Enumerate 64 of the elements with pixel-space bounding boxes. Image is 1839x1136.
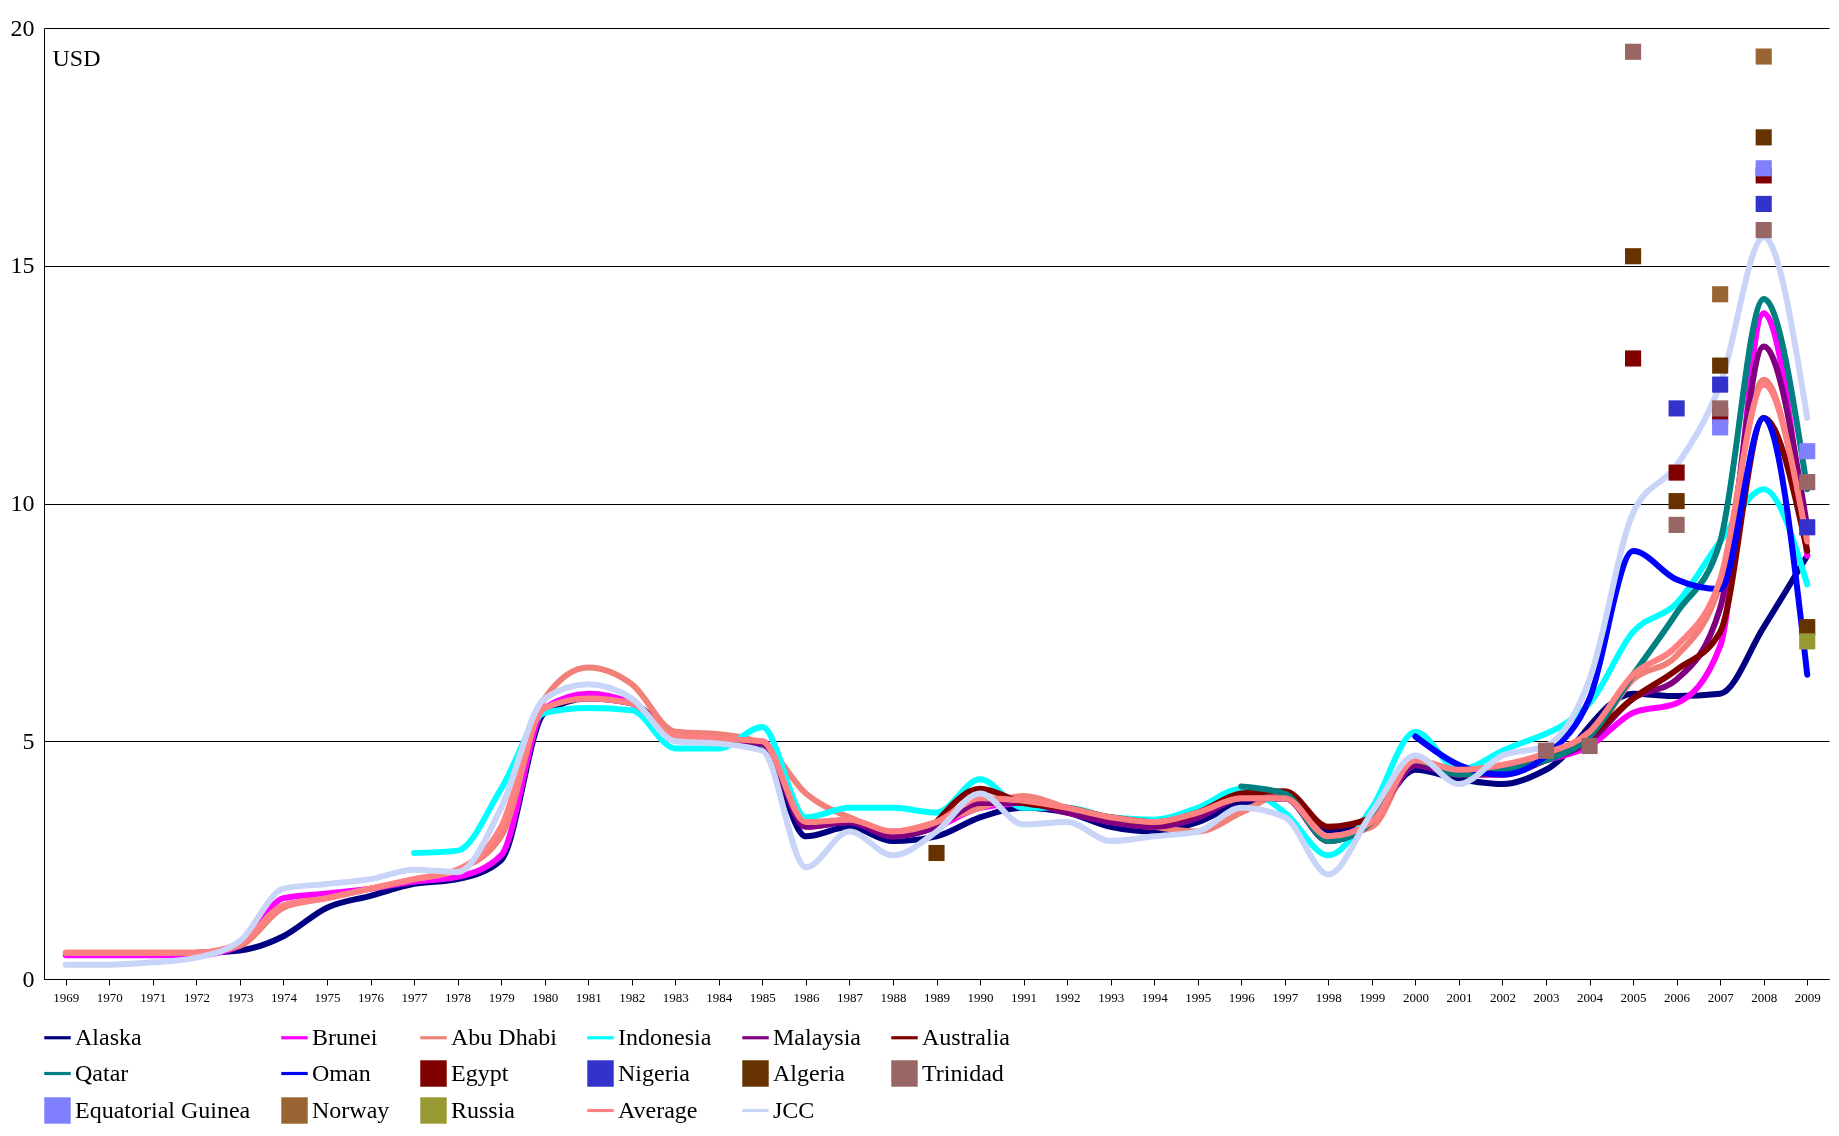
legend-label: Average (618, 1096, 698, 1123)
legend-label: Alaska (75, 1023, 142, 1050)
x-tick-label: 1996 (1228, 989, 1256, 1005)
x-tick-label: 1984 (706, 989, 733, 1005)
legend-label: Equatorial Guinea (75, 1096, 251, 1123)
legend-label: Egypt (451, 1059, 509, 1086)
legend-label: JCC (773, 1096, 815, 1123)
x-tick-label: 1995 (1185, 989, 1212, 1005)
y-axis-title: USD (52, 44, 101, 71)
x-tick-label: 2005 (1620, 989, 1647, 1005)
x-tick-label: 1970 (96, 989, 123, 1005)
x-tick-label: 1997 (1272, 989, 1299, 1005)
x-tick-label: 2004 (1577, 989, 1604, 1005)
x-tick-label: 2006 (1664, 989, 1691, 1005)
x-tick-label: 2009 (1794, 989, 1821, 1005)
x-tick-label: 1974 (270, 989, 298, 1005)
x-tick-label: 1987 (836, 989, 864, 1005)
y-tick-label: 10 (10, 490, 35, 516)
x-tick-label: 2008 (1751, 989, 1778, 1005)
x-tick-label: 1988 (880, 989, 907, 1005)
x-tick-label: 1998 (1315, 989, 1342, 1005)
y-tick-label: 15 (10, 252, 35, 279)
y-tick-label: 0 (22, 965, 35, 992)
legend-label: Qatar (75, 1059, 129, 1086)
x-tick-label: 1991 (1011, 989, 1038, 1005)
legend-label: Malaysia (773, 1023, 862, 1050)
x-tick-label: 2002 (1489, 989, 1516, 1005)
legend-label: Indonesia (618, 1023, 712, 1050)
x-tick-label: 1992 (1054, 989, 1081, 1005)
x-tick-label: 1981 (575, 989, 602, 1005)
x-tick-label: 1979 (488, 989, 515, 1005)
x-tick-label: 1994 (1141, 989, 1169, 1005)
x-tick-label: 1999 (1359, 989, 1386, 1005)
x-tick-label: 1969 (53, 989, 80, 1005)
legend-label: Abu Dhabi (451, 1023, 558, 1050)
x-tick-label: 2001 (1446, 989, 1473, 1005)
legend-label: Oman (312, 1059, 371, 1086)
x-tick-label: 1977 (401, 989, 429, 1005)
x-tick-label: 1971 (140, 989, 167, 1005)
x-tick-label: 1982 (619, 989, 646, 1005)
x-tick-label: 1973 (227, 989, 254, 1005)
x-tick-label: 1978 (445, 989, 472, 1005)
x-tick-label: 1986 (793, 989, 820, 1005)
x-tick-label: 1990 (967, 989, 994, 1005)
x-tick-label: 2003 (1533, 989, 1560, 1005)
x-tick-label: 1989 (924, 989, 950, 1005)
x-tick-label: 2000 (1402, 989, 1429, 1005)
legend-label: Trinidad (922, 1059, 1004, 1086)
legend-label: Russia (451, 1096, 516, 1123)
y-tick-label: 5 (22, 727, 35, 754)
legend-label: Nigeria (618, 1059, 691, 1086)
legend-label: Australia (922, 1023, 1011, 1050)
x-tick-label: 1983 (662, 989, 689, 1005)
x-tick-label: 1980 (532, 989, 559, 1005)
legend-label: Algeria (773, 1059, 846, 1086)
x-tick-label: 1985 (749, 989, 776, 1005)
x-tick-label: 1993 (1098, 989, 1125, 1005)
x-tick-label: 2007 (1707, 989, 1735, 1005)
x-tick-label: 1972 (183, 989, 210, 1005)
legend-label: Brunei (312, 1023, 378, 1050)
x-tick-label: 1976 (358, 989, 385, 1005)
y-tick-label: 20 (10, 14, 35, 41)
x-tick-label: 1975 (314, 989, 341, 1005)
legend-label: Norway (312, 1096, 390, 1123)
